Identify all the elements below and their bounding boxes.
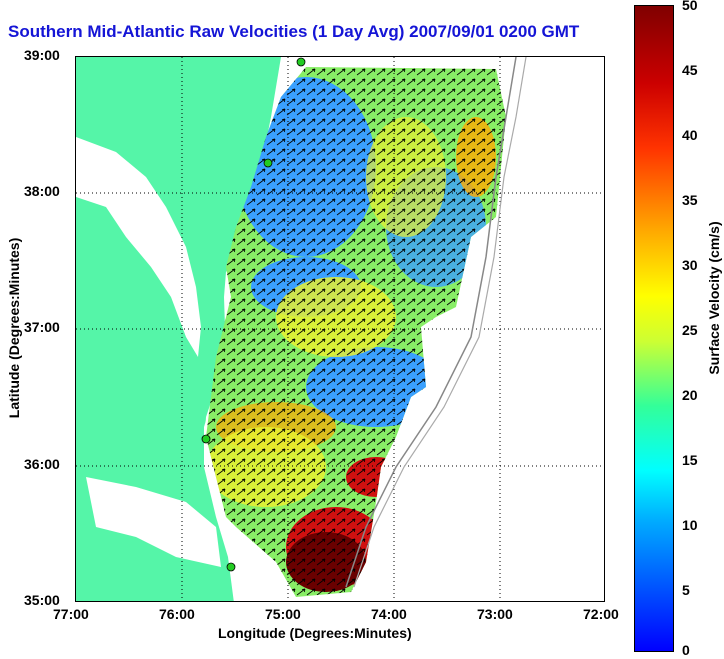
x-tick-label: 74:00 (371, 606, 407, 622)
radar-site-marker (296, 57, 306, 67)
radar-site-marker (201, 434, 211, 444)
colorbar-tick: 20 (682, 387, 698, 403)
colorbar-tick: 35 (682, 192, 698, 208)
colorbar (634, 5, 674, 652)
y-axis-label: Latitude (Degrees:Minutes) (6, 237, 22, 419)
x-tick-label: 77:00 (53, 606, 89, 622)
radar-site-marker (226, 562, 236, 572)
y-tick-label: 36:00 (24, 456, 60, 472)
colorbar-tick: 45 (682, 62, 698, 78)
contour-line (345, 57, 517, 588)
map-title: Southern Mid-Atlantic Raw Velocities (1 … (8, 22, 580, 41)
x-tick-label: 76:00 (159, 606, 195, 622)
colorbar-tick: 30 (682, 257, 698, 273)
colorbar-tick: 5 (682, 582, 690, 598)
colorbar-tick: 40 (682, 127, 698, 143)
x-axis-label: Longitude (Degrees:Minutes) (218, 625, 412, 641)
radar-sites (201, 57, 306, 572)
bay-water (76, 137, 201, 357)
y-tick-label: 37:00 (24, 319, 60, 335)
colorbar-label: Surface Velocity (cm/s) (706, 221, 722, 375)
contour-line (353, 57, 527, 588)
x-tick-label: 73:00 (477, 606, 513, 622)
colorbar-tick: 0 (682, 642, 690, 658)
grid-lines (76, 57, 604, 601)
colorbar-tick: 15 (682, 452, 698, 468)
x-tick-label: 72:00 (583, 606, 619, 622)
colorbar-tick: 25 (682, 322, 698, 338)
radar-site-marker (263, 158, 273, 168)
y-tick-label: 39:00 (24, 47, 60, 63)
x-tick-label: 75:00 (265, 606, 301, 622)
pamlico-water (86, 477, 221, 567)
colorbar-tick: 10 (682, 517, 698, 533)
map-svg (76, 57, 604, 601)
y-tick-label: 35:00 (24, 592, 60, 608)
map-plot-area (75, 56, 605, 602)
y-tick-label: 38:00 (24, 183, 60, 199)
colorbar-tick: 50 (682, 0, 698, 13)
